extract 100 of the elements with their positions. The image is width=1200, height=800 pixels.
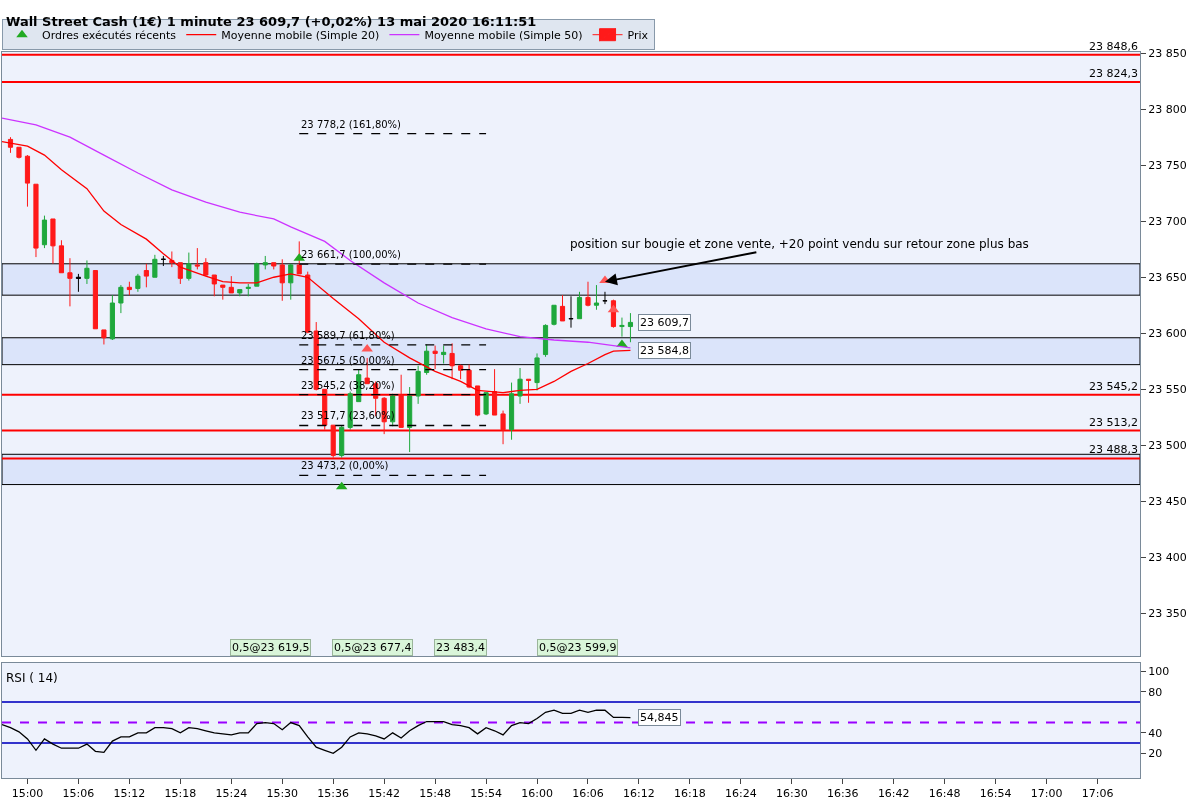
annotation: position sur bougie et zone vente, +20 point vendu sur retour zone plus bas: [570, 237, 1029, 251]
y-tick-label: 23 550: [1148, 383, 1187, 397]
x-tick-label: 15:42: [368, 787, 401, 800]
candlestick: [542, 323, 549, 358]
y-tick-label: 23 650: [1148, 271, 1187, 285]
candlestick: [254, 262, 260, 287]
candlestick: [75, 273, 82, 293]
candlestick: [407, 386, 413, 453]
y-tick-label: 23 600: [1148, 327, 1187, 341]
y-tick-label: 23 800: [1148, 103, 1187, 116]
candlestick: [67, 257, 73, 307]
annotation: 23 584,8: [640, 344, 689, 357]
x-tick-label: 15:48: [419, 787, 451, 800]
candlestick: [483, 392, 489, 416]
legend-label: Moyenne mobile (Simple 20): [221, 28, 380, 42]
x-tick-label: 16:00: [521, 787, 553, 800]
candlestick: [237, 289, 243, 297]
y-tick-label: 23 450: [1148, 495, 1187, 509]
candlestick: [458, 364, 464, 380]
candlestick: [220, 284, 226, 301]
candlestick: [24, 154, 31, 208]
x-tick-label: 15:12: [113, 787, 146, 800]
legend-label: Moyenne mobile (Simple 50): [424, 28, 583, 42]
line-series: [2, 709, 632, 755]
candlestick: [475, 385, 481, 417]
annotation: 54,845: [640, 711, 679, 724]
text: RSI ( 14): [6, 671, 58, 686]
annotation: 23 609,7: [640, 316, 689, 329]
candlestick: [279, 258, 285, 302]
x-tick-label: 15:18: [164, 787, 197, 800]
candlestick: [33, 183, 39, 258]
legend-label: Prix: [627, 28, 649, 42]
x-tick-label: 16:30: [775, 787, 808, 800]
candlestick: [118, 284, 124, 314]
ref-line-label: 23 824,3: [1089, 67, 1138, 80]
candlestick: [211, 274, 217, 297]
candlestick: [415, 365, 421, 405]
x-tick-label: 16:48: [928, 787, 961, 800]
candlestick: [228, 275, 234, 294]
candlestick: [441, 345, 447, 365]
candlestick: [313, 321, 319, 391]
candlestick: [330, 424, 336, 459]
candlestick: [186, 252, 192, 282]
y-tick-label: 23 850: [1148, 46, 1187, 60]
candlestick: [296, 240, 302, 275]
candlestick: [432, 345, 438, 370]
candlestick: [84, 259, 90, 285]
candlestick: [271, 262, 277, 270]
candlestick: [126, 281, 132, 296]
candlestick: [152, 254, 158, 278]
y-tick-label: 23 350: [1148, 607, 1187, 621]
candlestick: [508, 382, 515, 441]
y-tick-label: 23 700: [1148, 215, 1187, 229]
candlestick: [585, 281, 591, 307]
y-tick-label: 80: [1148, 685, 1163, 699]
x-tick-label: 15:54: [470, 787, 502, 800]
candlestick: [339, 424, 345, 459]
candlestick: [92, 270, 98, 330]
ref-line-label: 23 545,2: [1089, 380, 1138, 393]
annotation: 0,5@23 677,4: [334, 641, 412, 654]
candlestick: [491, 368, 498, 416]
ref-line-label: 23 848,6: [1089, 40, 1138, 53]
x-tick-label: 15:36: [317, 787, 350, 800]
candlestick: [143, 263, 149, 288]
candlestick: [398, 374, 404, 428]
legend-label: Ordres exécutés récents: [42, 28, 177, 42]
y-tick-label: 23 500: [1148, 439, 1187, 453]
x-tick-label: 16:18: [674, 787, 706, 800]
candlestick: [517, 367, 523, 405]
y-tick-label: 23 750: [1148, 159, 1187, 173]
y-tick-label: 100: [1148, 665, 1170, 679]
ref-line-label: 23 488,3: [1089, 443, 1138, 456]
x-tick-label: 15:06: [62, 787, 95, 800]
candlestick: [551, 304, 557, 326]
y-tick-label: 40: [1148, 726, 1163, 740]
chart-title: Wall Street Cash (1€) 1 minute 23 609,7 (+0,02%) 13 mai 2020 16:11:51: [6, 13, 537, 29]
ref-line-label: 23 513,2: [1089, 416, 1138, 429]
x-tick-label: 15:30: [266, 787, 299, 800]
annotation: 0,5@23 599,9: [539, 641, 617, 654]
candlestick: [627, 312, 634, 343]
candlestick: [16, 146, 22, 159]
x-tick-label: 16:42: [877, 787, 910, 800]
candlestick: [559, 294, 566, 322]
x-tick-label: 16:12: [623, 787, 655, 800]
candlestick: [466, 364, 472, 389]
candlestick: [500, 410, 506, 445]
x-tick-label: 16:06: [572, 787, 604, 800]
candlestick: [534, 352, 540, 391]
annotation: 23 778,2 (161,80%): [301, 119, 402, 130]
candlestick: [203, 257, 209, 277]
y-tick-label: 23 400: [1148, 551, 1187, 565]
x-tick-label: 17:00: [1030, 787, 1063, 800]
x-tick-label: 17:06: [1081, 787, 1114, 800]
annotation: 23 473,2 (0,00%): [301, 460, 389, 471]
candlestick: [50, 218, 56, 265]
x-tick-label: 15:24: [215, 787, 248, 800]
candlestick: [177, 262, 183, 285]
candlestick: [135, 273, 141, 293]
candlestick: [245, 283, 251, 297]
candlestick: [619, 317, 625, 338]
